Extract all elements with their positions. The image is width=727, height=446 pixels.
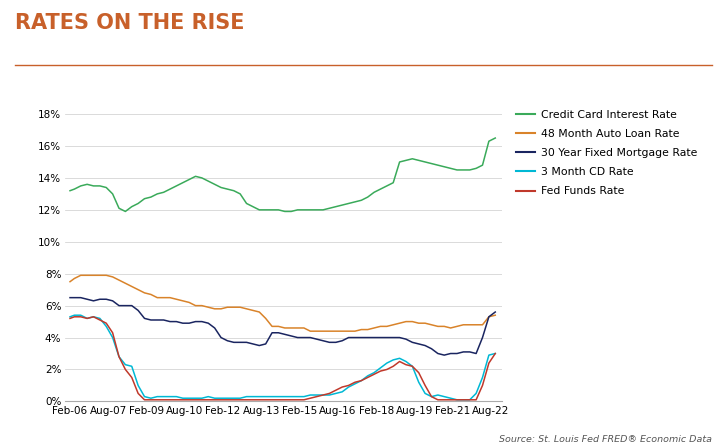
Legend: Credit Card Interest Rate, 48 Month Auto Loan Rate, 30 Year Fixed Mortgage Rate,: Credit Card Interest Rate, 48 Month Auto… bbox=[515, 110, 697, 196]
Text: Source: St. Louis Fed FRED® Economic Data: Source: St. Louis Fed FRED® Economic Dat… bbox=[499, 435, 712, 444]
Text: RATES ON THE RISE: RATES ON THE RISE bbox=[15, 13, 244, 33]
